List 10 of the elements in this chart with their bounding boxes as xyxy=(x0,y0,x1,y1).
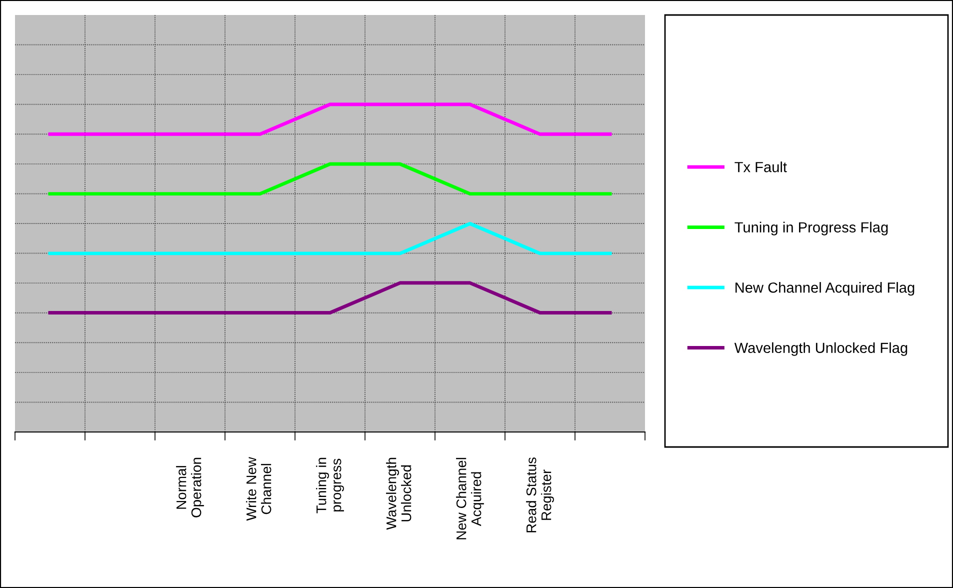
x-tick-label: Tuning in progress xyxy=(316,458,344,514)
x-tick-label: New Channel Acquired xyxy=(456,458,484,540)
legend-label: New Channel Acquired Flag xyxy=(736,282,914,296)
x-tick-label: Write New Channel xyxy=(246,456,272,521)
legend-label: Tx Fault xyxy=(734,162,787,172)
legend-label: Tuning in Progress Flag xyxy=(734,222,888,236)
x-tick-label: Normal Operation xyxy=(176,458,204,518)
x-tick-label: Wavelength Unlocked xyxy=(386,458,412,530)
x-tick-label: Read Status Register xyxy=(526,457,554,532)
legend-label: Wavelength Unlocked Flag xyxy=(734,342,908,356)
